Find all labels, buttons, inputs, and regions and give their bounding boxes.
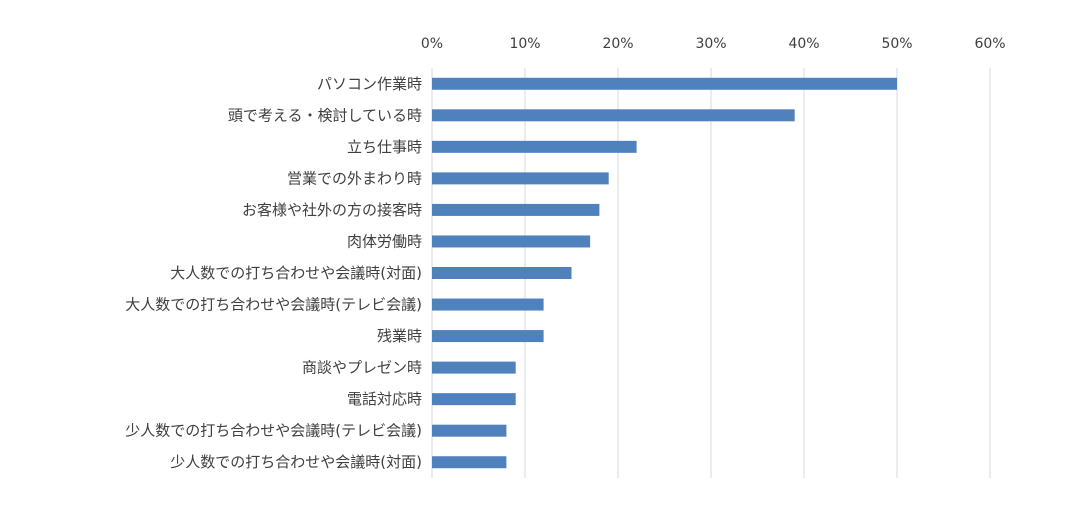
category-label: 立ち仕事時 bbox=[347, 138, 422, 156]
category-label: パソコン作業時 bbox=[317, 75, 422, 93]
x-axis-ticks: 0% 10% 20% 30% 40% 50% 60% bbox=[421, 36, 1006, 52]
gridlines bbox=[431, 68, 991, 478]
bar bbox=[432, 203, 600, 216]
bar bbox=[432, 235, 591, 248]
x-tick-label: 60% bbox=[974, 36, 1005, 52]
category-label: 少人数での打ち合わせや会議時(テレビ会議) bbox=[125, 422, 422, 440]
category-label: 商談やプレゼン時 bbox=[302, 359, 422, 377]
x-tick-label: 10% bbox=[509, 36, 540, 52]
bar bbox=[432, 298, 544, 311]
bar bbox=[432, 424, 507, 437]
category-label: 電話対応時 bbox=[347, 390, 422, 408]
bar bbox=[432, 267, 572, 279]
category-label: お客様や社外の方の接客時 bbox=[242, 201, 422, 219]
category-label: 頭で考える・検討している時 bbox=[228, 106, 422, 124]
category-label: 営業での外まわり時 bbox=[287, 169, 422, 187]
bar bbox=[432, 393, 516, 406]
x-tick-label: 20% bbox=[602, 36, 633, 52]
x-tick-label: 30% bbox=[695, 36, 726, 52]
bar bbox=[432, 140, 637, 153]
category-labels: パソコン作業時頭で考える・検討している時立ち仕事時営業での外まわり時お客様や社外… bbox=[125, 75, 422, 471]
bar bbox=[432, 172, 609, 185]
x-tick-label: 0% bbox=[421, 36, 443, 52]
bar bbox=[432, 456, 507, 469]
category-label: 大人数での打ち合わせや会議時(テレビ会議) bbox=[125, 296, 422, 314]
bar bbox=[432, 330, 544, 343]
bar bbox=[432, 77, 897, 90]
bar bbox=[432, 109, 795, 122]
category-label: 大人数での打ち合わせや会議時(対面) bbox=[170, 264, 422, 282]
x-tick-label: 40% bbox=[788, 36, 819, 52]
category-label: 少人数での打ち合わせや会議時(対面) bbox=[170, 453, 422, 471]
bars bbox=[432, 77, 897, 469]
bar bbox=[432, 361, 516, 374]
category-label: 残業時 bbox=[377, 327, 422, 345]
category-label: 肉体労働時 bbox=[347, 232, 422, 250]
x-tick-label: 50% bbox=[881, 36, 912, 52]
